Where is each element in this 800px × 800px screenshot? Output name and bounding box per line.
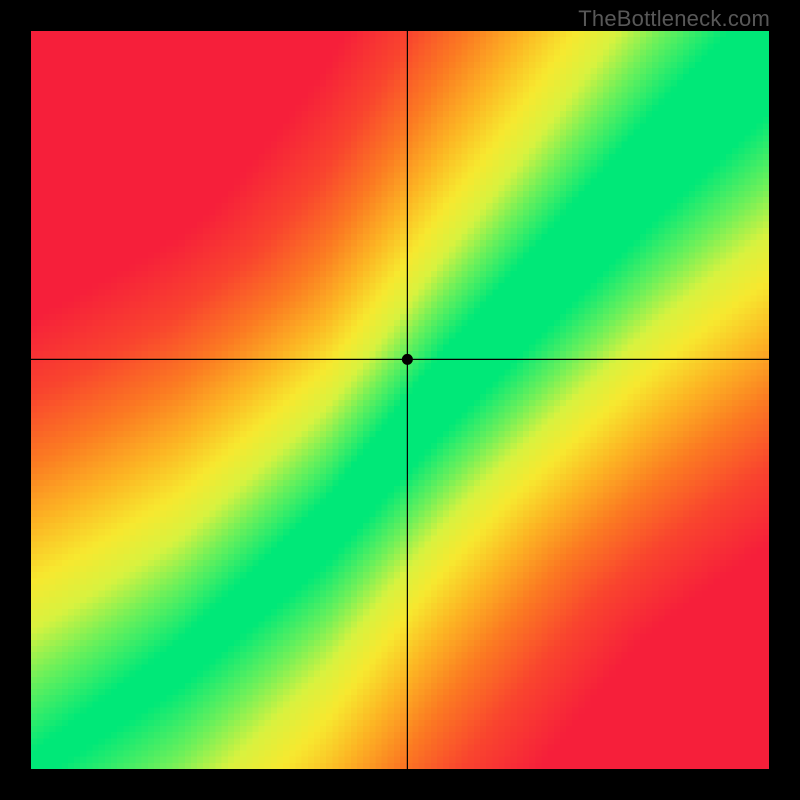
watermark-text: TheBottleneck.com — [578, 6, 770, 32]
plot-area — [31, 31, 769, 769]
bottleneck-heatmap — [31, 31, 769, 769]
